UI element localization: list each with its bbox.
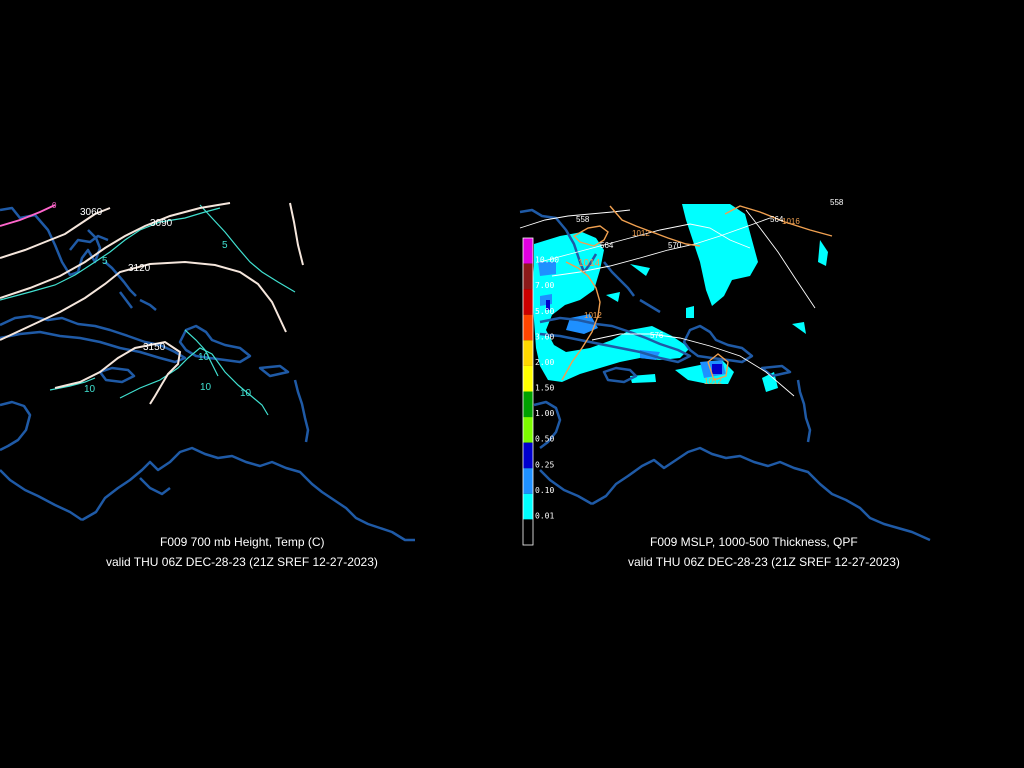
pressure-label: 1012 bbox=[584, 311, 602, 320]
temp-label: 10 bbox=[198, 352, 210, 363]
pressure-contours bbox=[561, 205, 833, 381]
colorbar-swatch bbox=[523, 314, 533, 341]
qpf-colorbar: 10.00 7.00 5.00 3.00 2.00 1.50 1.00 0.50 0.25 0.1… bbox=[522, 237, 559, 546]
colorbar-label: 0.10 bbox=[535, 486, 554, 495]
left-coastlines bbox=[0, 206, 415, 542]
right-map-title: F009 MSLP, 1000-500 Thickness, QPF bbox=[650, 535, 858, 549]
thickness-label: 570 bbox=[668, 241, 682, 250]
qpf-shading bbox=[532, 204, 828, 392]
colorbar-label: 1.50 bbox=[535, 384, 554, 393]
colorbar-border bbox=[522, 237, 534, 546]
colorbar-swatch bbox=[523, 519, 533, 545]
colorbar-label: 7.00 bbox=[535, 281, 554, 290]
pressure-label: 1012 bbox=[704, 377, 722, 386]
thickness-label: 576 bbox=[650, 331, 664, 340]
colorbar-label: 1.00 bbox=[535, 409, 554, 418]
right-contour-labels: 558 564 570 576 558 564 1012 1014 1016 1… bbox=[576, 198, 844, 386]
qpf-heavy bbox=[546, 300, 722, 374]
isotherm-label: 0 bbox=[52, 201, 57, 210]
colorbar-swatch bbox=[523, 263, 533, 290]
pressure-label: 1014 bbox=[578, 258, 601, 269]
colorbar-swatch bbox=[523, 468, 533, 494]
colorbar-label: 5.00 bbox=[535, 307, 554, 316]
colorbar-label: 0.01 bbox=[535, 511, 554, 520]
colorbar-swatch bbox=[523, 289, 533, 315]
colorbar-label: 2.00 bbox=[535, 358, 554, 367]
colorbar-swatch bbox=[523, 365, 533, 392]
thickness-contours bbox=[519, 209, 816, 397]
left-contour-labels: 3060 3090 3120 3150 5 5 10 10 10 10 0 bbox=[52, 201, 252, 399]
left-map-panel: 3060 3090 3120 3150 5 5 10 10 10 10 0 bbox=[0, 201, 415, 542]
colorbar-swatch bbox=[523, 442, 533, 469]
colorbar-swatch bbox=[523, 238, 533, 264]
height-contours bbox=[0, 202, 304, 405]
height-label-3150: 3150 bbox=[143, 342, 166, 353]
right-map-panel: 558 564 570 576 558 564 1012 1014 1016 1… bbox=[519, 198, 931, 546]
temp-label: 10 bbox=[200, 382, 212, 393]
temp-label: 5 bbox=[102, 256, 108, 267]
right-map-valid-time: valid THU 06Z DEC-28-23 (21Z SREF 12-27-… bbox=[628, 555, 900, 569]
height-label-3060: 3060 bbox=[80, 207, 103, 218]
right-coastlines bbox=[519, 208, 931, 542]
left-map-valid-time: valid THU 06Z DEC-28-23 (21Z SREF 12-27-… bbox=[106, 555, 378, 569]
left-map-title: F009 700 mb Height, Temp (C) bbox=[160, 535, 325, 549]
temp-label: 5 bbox=[222, 240, 228, 251]
colorbar-swatch bbox=[523, 340, 533, 366]
thickness-label: 564 bbox=[600, 241, 614, 250]
thickness-label: 564 bbox=[770, 215, 784, 224]
thickness-label: 558 bbox=[830, 198, 844, 207]
colorbar-label: 0.50 bbox=[535, 435, 554, 444]
pressure-label: 1016 bbox=[782, 217, 800, 226]
temp-contours bbox=[0, 204, 296, 416]
freezing-isotherm bbox=[0, 204, 56, 227]
thickness-label: 558 bbox=[576, 215, 590, 224]
colorbar-swatch bbox=[523, 391, 533, 418]
colorbar-label: 0.25 bbox=[535, 460, 554, 469]
temp-label: 10 bbox=[240, 388, 252, 399]
colorbar-swatch bbox=[523, 493, 533, 520]
height-label-3090: 3090 bbox=[150, 218, 173, 229]
colorbar-swatch bbox=[523, 417, 533, 443]
colorbar-label: 10.00 bbox=[535, 256, 559, 265]
colorbar-label: 3.00 bbox=[535, 332, 554, 341]
pressure-label: 1012 bbox=[632, 229, 650, 238]
temp-label: 10 bbox=[84, 384, 96, 395]
height-label-3120: 3120 bbox=[128, 263, 151, 274]
